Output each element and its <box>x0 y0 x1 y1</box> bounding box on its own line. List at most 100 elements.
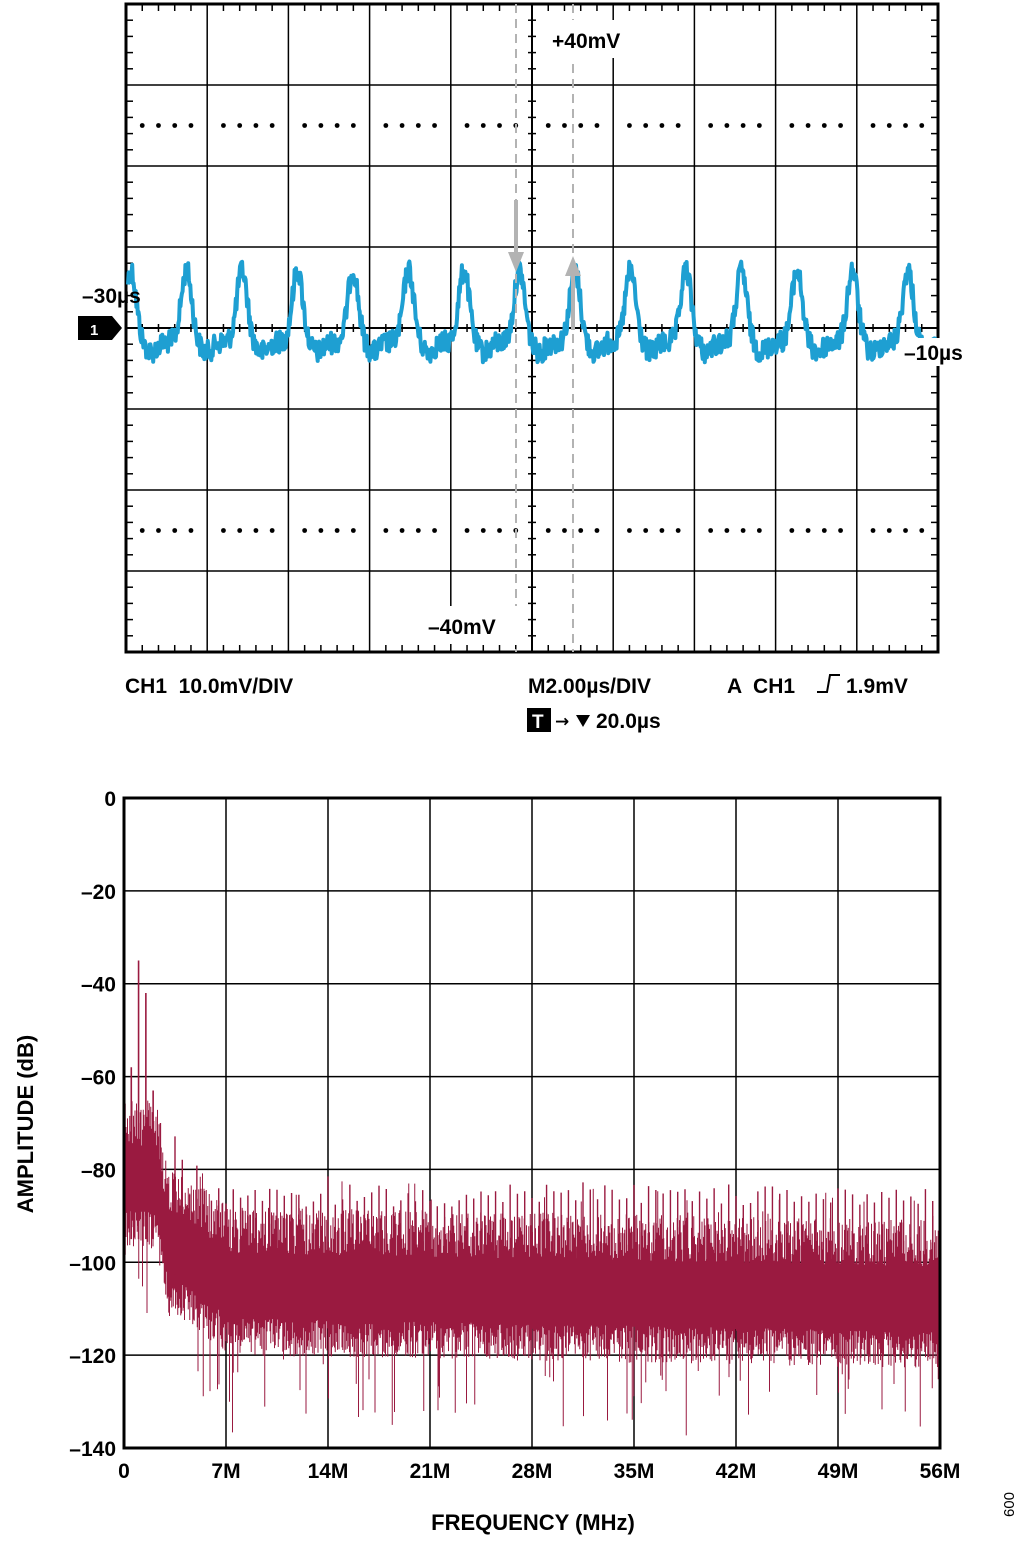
channel-scale-label: CH1 10.0mV/DIV <box>125 675 293 698</box>
x-tick-label: 56M <box>920 1460 961 1483</box>
scope-dot <box>156 528 161 533</box>
scope-grid <box>124 2 940 654</box>
figure-id: 009 <box>1000 1492 1017 1517</box>
y-tick-label: –80 <box>81 1159 116 1182</box>
scope-dot <box>464 123 470 128</box>
scope-dot <box>886 123 892 128</box>
scope-dot <box>578 123 584 128</box>
y-tick-label: –40 <box>81 974 116 997</box>
cursor-right-label: –10µs <box>904 342 963 365</box>
scope-dot <box>172 123 178 128</box>
scope-dot <box>675 123 681 128</box>
x-tick-label: 42M <box>716 1460 757 1483</box>
cursor-up-arrow-icon <box>565 256 581 276</box>
x-tick-labels: 0 7M 14M 21M 28M 35M 42M 49M 56M <box>118 1460 960 1483</box>
timebase-label: M2.00µs/DIV <box>528 675 651 698</box>
scope-dot <box>139 528 145 533</box>
scope-dot <box>805 123 811 128</box>
scope-dot <box>838 528 843 533</box>
y-tick-label: –20 <box>81 881 116 904</box>
scope-dot <box>643 123 649 128</box>
x-tick-label: 14M <box>308 1460 349 1483</box>
scope-dot <box>675 528 681 533</box>
scope-dot <box>383 123 389 128</box>
spectrum-plot-frame <box>122 796 942 1450</box>
scope-trace <box>126 259 938 365</box>
scope-dot <box>627 123 632 128</box>
scope-dot <box>172 528 178 533</box>
scope-dot <box>594 123 600 128</box>
scope-frame <box>124 2 940 654</box>
scope-dot <box>740 528 746 533</box>
spectrum-panel: 0 –20 –40 –60 –80 –100 –120 –140 0 7M 14M 21M 28M 35… <box>13 788 960 1535</box>
scope-dot <box>399 123 405 128</box>
x-tick-label: 28M <box>512 1460 553 1483</box>
bottom-marker-label: –40mV <box>428 616 496 639</box>
scope-dot <box>480 123 486 128</box>
scope-dot <box>756 528 762 533</box>
channel-1-marker: 1 <box>78 316 122 340</box>
trigger-level-label: 1.9mV <box>846 675 908 698</box>
trigger-position-icon <box>576 715 590 727</box>
scope-dot <box>318 528 324 533</box>
scope-dot <box>870 123 876 128</box>
scope-dot <box>870 528 876 533</box>
scope-dot <box>415 528 421 533</box>
x-tick-label: 21M <box>410 1460 451 1483</box>
scope-dot <box>399 528 405 533</box>
scope-dot <box>643 528 649 533</box>
scope-dot <box>659 123 665 128</box>
scope-waveform <box>126 259 938 365</box>
scope-dot <box>497 528 502 533</box>
channel-1-marker-label: 1 <box>90 322 98 339</box>
scope-dot <box>350 123 356 128</box>
trigger-source-label: A CH1 <box>727 675 795 698</box>
x-tick-label: 7M <box>211 1460 240 1483</box>
scope-dot <box>432 123 437 128</box>
scope-dot <box>594 528 600 533</box>
scope-dot <box>740 123 746 128</box>
scope-dot <box>886 528 892 533</box>
y-tick-label: 0 <box>104 788 116 811</box>
scope-dot <box>221 528 226 533</box>
scope-dot <box>903 123 908 128</box>
scope-dot <box>269 123 275 128</box>
scope-dot <box>724 123 730 128</box>
y-axis-title: AMPLITUDE (dB) <box>13 1035 38 1213</box>
arrow-right-icon: → <box>555 712 569 732</box>
cursor-down-arrow-icon <box>508 252 524 272</box>
scope-dot <box>302 528 308 533</box>
scope-cursors <box>508 4 581 652</box>
scope-dot <box>821 528 827 533</box>
y-tick-labels: 0 –20 –40 –60 –80 –100 –120 –140 <box>69 788 116 1461</box>
scope-dot <box>562 528 567 533</box>
scope-dot <box>708 528 714 533</box>
scope-dot <box>253 123 259 128</box>
scope-dot <box>562 123 567 128</box>
scope-dot <box>432 528 437 533</box>
y-tick-label: –120 <box>69 1345 116 1368</box>
scope-dot <box>789 123 795 128</box>
spectrum-trace <box>124 960 941 1436</box>
cursor-left-label: –30µs <box>82 285 141 308</box>
scope-dot <box>221 123 226 128</box>
x-tick-label: 49M <box>818 1460 859 1483</box>
scope-dot <box>188 123 194 128</box>
y-tick-label: –60 <box>81 1067 116 1090</box>
scope-dot <box>334 123 340 128</box>
scope-dot <box>627 528 632 533</box>
scope-dot <box>139 123 145 128</box>
scope-dot <box>480 528 486 533</box>
oscilloscope-panel: +40mV –40mV –30µs –10µs 1 CH1 10.0mV/DIV… <box>78 2 978 733</box>
scope-dot <box>545 123 551 128</box>
trigger-marker-label: T <box>532 712 544 733</box>
cursor-right-bg <box>904 338 978 366</box>
spectrum-frame <box>122 796 942 1450</box>
scope-dot <box>464 528 470 533</box>
scope-dot <box>253 528 259 533</box>
bottom-marker-bg <box>424 606 520 644</box>
scope-dot <box>237 528 243 533</box>
scope-dot <box>302 123 308 128</box>
scope-dot <box>724 528 730 533</box>
scope-dot <box>919 123 925 128</box>
